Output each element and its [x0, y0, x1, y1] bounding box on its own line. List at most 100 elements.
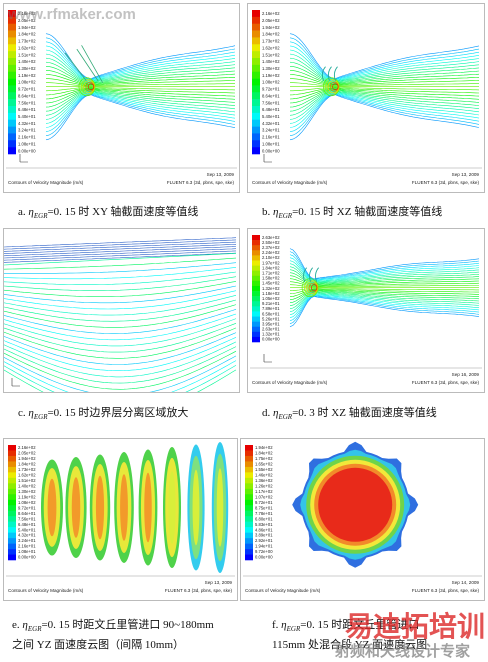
caption-subscript: EGR — [286, 625, 301, 634]
slice-core — [144, 472, 152, 543]
colorbar-label: 1.58e+02 — [262, 276, 280, 281]
contour-line — [3, 285, 237, 304]
section-contour — [318, 467, 393, 542]
colorbar-cell — [8, 23, 16, 31]
footer-title: Contours of Velocity Magnitude (m/s) — [8, 588, 84, 593]
colorbar-label: 3.95e+01 — [262, 321, 280, 326]
colorbar-label: 0.00e+00 — [18, 148, 36, 153]
colorbar-cell — [252, 331, 260, 338]
contour-line — [45, 89, 236, 108]
colorbar-label: 1.19e+02 — [18, 494, 36, 499]
colorbar-cell — [8, 133, 16, 141]
slice-core — [95, 475, 105, 540]
injector-arc — [315, 267, 319, 282]
colorbar-label: 9.72e+01 — [18, 505, 36, 510]
colorbar-label: 2.16e+01 — [262, 135, 280, 140]
contour-line — [289, 269, 480, 284]
injector-arc — [327, 66, 332, 81]
footer-date: Sep 13, 2009 — [205, 580, 233, 585]
contour-line — [3, 299, 237, 322]
injector-tube — [64, 45, 104, 83]
colorbar-label: 2.63e+01 — [262, 327, 280, 332]
colorbar-cell — [8, 92, 16, 100]
colorbar-cell — [245, 505, 253, 512]
colorbar-cell — [252, 245, 260, 251]
figure-panel: 1.94e+02 1.84e+02 1.75e+02 1.65e+02 1.55e+02… — [240, 438, 485, 601]
colorbar-cell — [245, 450, 253, 457]
figure-panel: 2.16e+02 2.05e+02 1.94e+02 1.84e+02 1.73e+02… — [3, 3, 240, 193]
contour-line — [3, 290, 237, 310]
caption-text: 115mm 处混合段 YZ 面速度云图 — [272, 639, 428, 651]
colorbar-cell — [8, 106, 16, 114]
contour-line — [3, 250, 237, 261]
colorbar-label: 1.51e+02 — [18, 52, 36, 57]
colorbar-label: 7.78e+01 — [255, 511, 273, 516]
colorbar-cell — [8, 554, 16, 561]
caption-subscript: EGR — [278, 212, 293, 221]
contour-line — [45, 41, 236, 81]
colorbar-label: 1.51e+02 — [262, 52, 280, 57]
colorbar-cell — [252, 30, 260, 38]
colorbar-cell — [8, 461, 16, 468]
colorbar-cell — [252, 291, 260, 297]
contour-line — [45, 93, 236, 132]
footer-date: Sep 14, 2009 — [452, 580, 480, 585]
colorbar-label: 1.84e+02 — [255, 451, 273, 456]
colorbar-cell — [245, 527, 253, 533]
footer-solver: FLUENT 6.3 (3d, pbns, spe, ske) — [412, 588, 480, 593]
colorbar-label: 1.73e+02 — [18, 39, 36, 44]
caption-symbol: η — [28, 407, 34, 419]
figure-plot: 1.94e+021.84e+021.75e+021.65e+021.55e+02… — [243, 441, 482, 593]
colorbar-cell — [8, 126, 16, 134]
colorbar-cell — [252, 133, 260, 141]
contour-line — [45, 93, 236, 136]
axis-icon — [263, 354, 272, 363]
colorbar-label: 1.75e+02 — [255, 456, 273, 461]
caption-subscript: EGR — [27, 625, 42, 634]
figure-plot: 2.16e+02 2.05e+02 1.94e+02 1.84e+02 1.73e+02… — [6, 10, 237, 185]
contour-line — [289, 88, 480, 100]
contour-line — [289, 266, 480, 284]
colorbar-label: 2.50e+02 — [262, 240, 280, 245]
colorbar-label: 9.72e+01 — [262, 87, 280, 92]
colorbar-label: 1.40e+02 — [262, 59, 280, 64]
colorbar-label: 6.48e+01 — [18, 107, 36, 112]
throat-contour — [332, 83, 339, 91]
contour-line — [289, 290, 480, 300]
contour-line — [3, 257, 237, 270]
contour-line — [289, 294, 480, 318]
colorbar-cell — [8, 466, 16, 473]
colorbar-cell — [252, 270, 260, 277]
caption-symbol: η — [273, 206, 279, 218]
footer-date: Sep 13, 2009 — [207, 172, 235, 177]
contour-line — [45, 86, 236, 92]
colorbar-cell — [252, 147, 260, 155]
figure-plot: 2.16e+02 2.05e+02 1.94e+02 1.84e+02 1.73e+02… — [250, 10, 482, 185]
colorbar-label: 1.94e+01 — [255, 544, 273, 549]
injector-arc — [309, 267, 313, 282]
colorbar-label: 2.37e+02 — [262, 245, 280, 250]
caption-text: =0. 15 时 XY 轴截面速度等值线 — [47, 206, 199, 218]
figure-panel: 2.63e+02 2.50e+02 2.37e+02 2.24e+02 2.10e+02… — [247, 228, 485, 393]
colorbar-label: 0.00e+00 — [255, 555, 273, 560]
colorbar-cell — [8, 455, 16, 462]
colorbar-cell — [252, 140, 260, 148]
colorbar-cell — [245, 477, 253, 484]
colorbar-label: 1.08e+02 — [262, 80, 280, 85]
throat-contour — [310, 284, 318, 292]
colorbar-label: 2.16e+02 — [18, 445, 36, 450]
injector-arc — [303, 267, 307, 282]
axis-icon — [11, 378, 20, 387]
contour-line — [289, 93, 480, 132]
colorbar-label: 1.05e+02 — [262, 296, 280, 301]
colorbar-label: 2.24e+02 — [262, 250, 280, 255]
colorbar-cell — [8, 510, 16, 517]
contour-line — [290, 86, 480, 92]
contour-line — [289, 89, 480, 108]
caption-symbol: η — [273, 407, 279, 419]
colorbar-label: 5.40e+01 — [18, 114, 36, 119]
colorbar-label: 5.26e+01 — [262, 316, 280, 321]
colorbar-cell — [252, 16, 260, 25]
colorbar-label: 1.94e+02 — [18, 456, 36, 461]
colorbar-cell — [245, 499, 253, 506]
